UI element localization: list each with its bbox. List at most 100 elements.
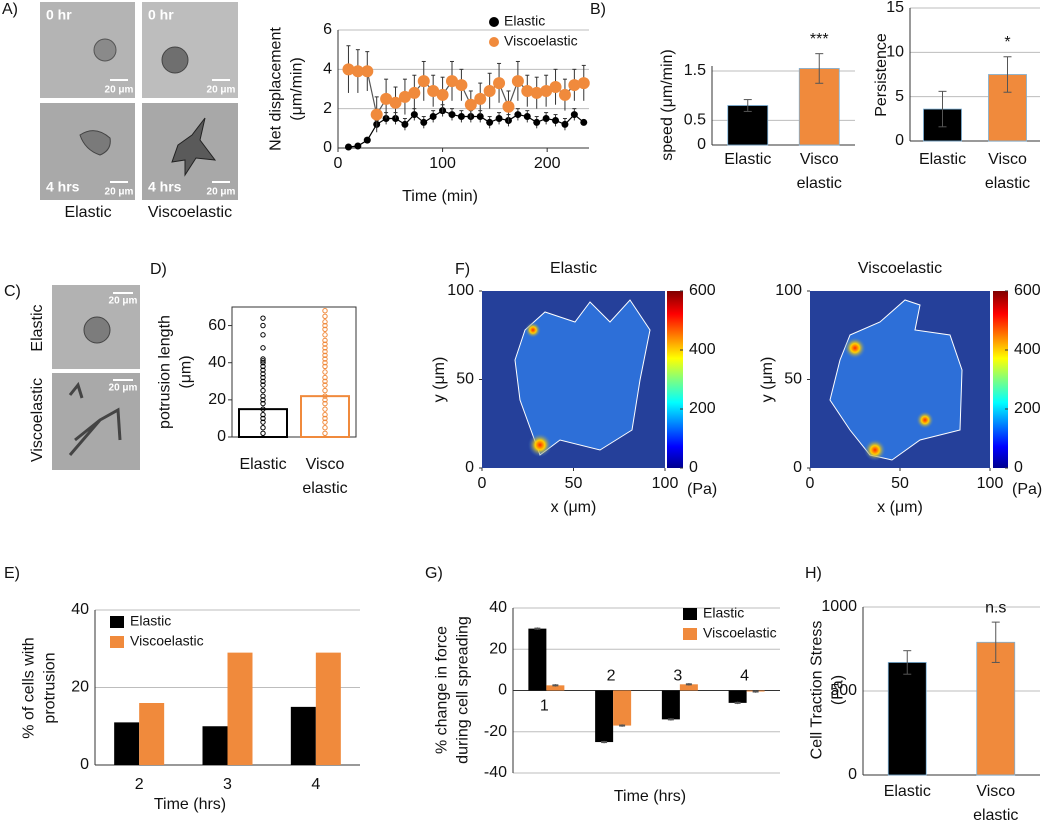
outlier-point [260,360,266,366]
y-tick-label: 2 [323,100,332,117]
data-point [523,113,531,121]
outlier-point [322,378,328,384]
bar [613,690,632,726]
outlier-point [260,322,266,329]
legend-label: Elastic [703,605,744,621]
outlier-point [260,382,266,388]
outlier-point [322,415,328,422]
legend-swatch [683,608,697,620]
significance-label: n.s [985,599,1006,616]
colorbar-tick-label: 400 [689,341,716,358]
category-label: Elastic [918,151,967,168]
scale-label: 20 μm [105,85,134,96]
data-point [552,116,560,124]
cell-outline [514,299,651,456]
outlier-point [322,419,328,425]
y-axis-label: % change in force [434,626,451,754]
x-tick-label: 0 [806,475,815,492]
data-point [570,111,578,119]
legend-marker [489,17,499,27]
y-tick-label: 40 [208,354,226,371]
x-tick-label: 50 [565,475,583,492]
outlier-point [322,360,328,366]
outlier-point [260,356,266,362]
category-label-box: Elastic [724,151,771,168]
legend-swatch [110,636,124,648]
y-tick-label: 20 [489,640,507,657]
outlier-point [260,412,266,418]
colorbar-tick-label: 400 [1014,341,1041,358]
y-tick-label: 0 [793,459,802,476]
micrograph [142,2,238,98]
data-point [464,98,477,111]
bar [595,690,614,743]
cell [68,381,122,456]
micrographs-a: 0 hr 20 μm 0 hr 20 μm 4 hrs 20 μm 4 hrs … [40,2,238,221]
outlier-point [322,348,328,355]
significance-label: *** [810,31,829,48]
data-point [457,113,465,121]
cell [79,130,111,156]
data-point [445,75,458,88]
y-tick-label: 0 [323,139,332,156]
condition-label: Viscoelastic [29,378,46,462]
y-tick-label: 0 [80,756,89,773]
map-title: Elastic [550,260,597,277]
bar [139,703,165,765]
legend-label: Viscoelastic [130,633,204,649]
category-label: 3 [673,668,682,685]
category-label-box: Elastic [239,456,286,473]
bar [528,628,547,691]
y-tick-label: 0 [217,428,226,445]
data-point [429,113,437,121]
y-tick-label: 500 [830,682,857,699]
y-tick-label: 0.5 [684,112,706,129]
outlier-point [322,430,328,436]
bar [976,641,1016,776]
data-point [427,84,440,97]
time-label: 4 hrs [46,179,80,195]
y-tick-label: 100 [447,282,474,299]
data-point [389,96,402,109]
hotspot [864,439,886,461]
x-tick-label: 50 [891,475,909,492]
data-point [351,65,364,78]
outlier-point [260,419,266,425]
data-point [448,111,456,119]
y-axis-label: (Pa) [830,675,847,705]
y-axis-label: Net displacement [268,27,285,151]
y-axis-label: y (μm) [431,357,448,403]
y-tick-label: 0 [848,766,857,783]
cell [171,117,217,177]
outlier-point [260,425,266,431]
time-label: 4 hrs [148,179,182,195]
outlier-point [260,397,266,403]
scale-label: 20 μm [207,187,236,198]
outlier-point [260,367,266,373]
outlier-point [322,412,328,418]
significance-label: * [1004,34,1010,51]
data-point [380,92,393,105]
x-axis-label: x (μm) [551,499,597,516]
time-label: 0 hr [46,7,72,23]
y-axis-label: Persistence [873,33,890,117]
data-point [511,75,524,88]
legend-swatch [110,616,124,628]
outlier-point [322,332,328,338]
data-point [398,90,411,103]
colorbar-unit: (Pa) [687,481,717,498]
y-tick-label: 5 [895,88,904,105]
y-tick-label: 0 [895,132,904,149]
outlier-point [322,382,328,388]
hotspot [525,322,541,338]
category-label: Visco elastic [973,783,1019,824]
category-label-box: Elastic [884,783,931,800]
data-point [417,75,430,88]
bar [114,722,140,765]
bar [679,684,698,691]
panel-label: F) [455,261,470,278]
panel-label: B) [590,1,606,18]
data-point [558,88,571,101]
data-point [401,120,409,128]
data-point [568,79,581,92]
